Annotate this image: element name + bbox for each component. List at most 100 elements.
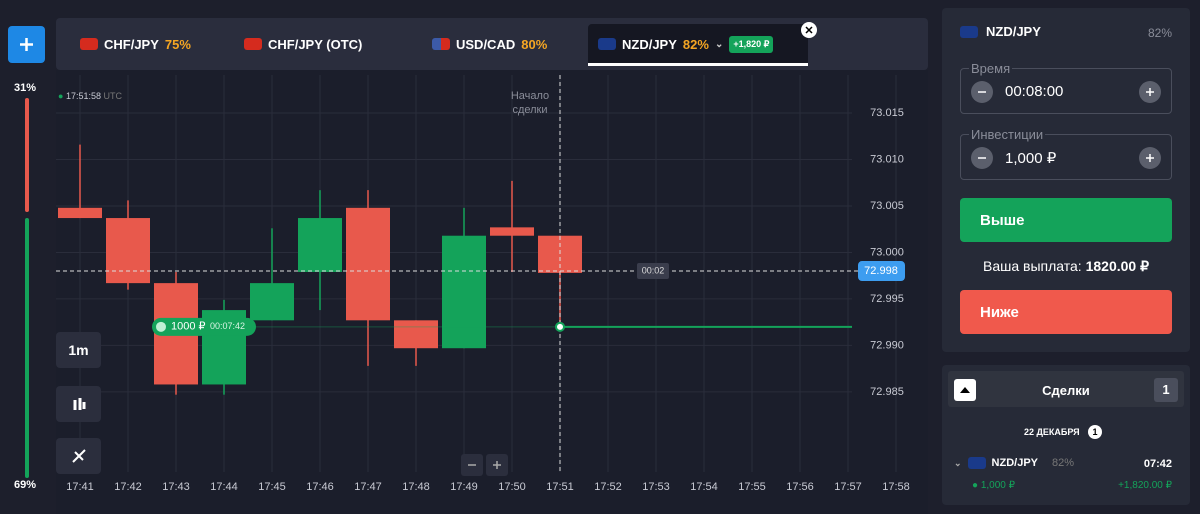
countdown-bg — [637, 263, 669, 280]
time-minus[interactable] — [971, 81, 993, 103]
minus-icon — [978, 157, 986, 159]
clock-time: 17:51:58 — [65, 91, 101, 101]
deals-panel: Сделки 1 22 ДЕКАБРЯ 1 ⌄ NZD/JPY 82% 07:42 … — [942, 365, 1190, 505]
candle-body — [250, 283, 294, 321]
deals-header[interactable] — [948, 371, 1184, 407]
flag — [80, 38, 98, 50]
tab-pair: CHF/JPY (OTC) — [268, 36, 363, 52]
tab-pair: CHF/JPY — [104, 36, 159, 52]
y-tick-label: 73.000 — [870, 246, 904, 258]
tab-active[interactable]: NZD/JPY 82% ⌄ +1,820 ₽ — [598, 22, 774, 66]
x-tick-label: 17:55 — [738, 481, 766, 493]
tab[interactable]: CHF/JPY 75% — [80, 18, 191, 70]
payout-value: 1820.00 ₽ — [1085, 258, 1149, 274]
y-tick-label: 73.005 — [870, 200, 904, 212]
panel-pair-row: NZD/JPY — [960, 24, 1041, 39]
x-tick-label: 17:57 — [834, 481, 862, 493]
y-tick-label: 72.995 — [870, 293, 904, 305]
up-label: Выше — [980, 211, 1025, 229]
up-button[interactable]: Выше — [960, 198, 1172, 242]
x-tick-label: 17:54 — [690, 481, 718, 493]
plus-icon — [1146, 154, 1154, 162]
x-tick-label: 17:51 — [546, 481, 574, 493]
x-tick-label: 17:49 — [450, 481, 478, 493]
tab[interactable]: USD/CAD 80% — [432, 18, 547, 70]
flag — [598, 38, 616, 50]
up-percent: 31% — [14, 82, 37, 94]
x-tick-label: 17:45 — [258, 481, 286, 493]
x-tick-label: 17:42 — [114, 481, 142, 493]
deal-payout: 82% — [1052, 457, 1075, 469]
collapse-button[interactable] — [954, 379, 976, 401]
draw-icon — [71, 449, 86, 463]
trade-remaining: 00:07:42 — [210, 321, 245, 331]
trade-start-label: Начало сделки — [511, 90, 549, 116]
minus-icon — [468, 464, 476, 466]
invest-minus[interactable] — [971, 147, 993, 169]
draw-button[interactable] — [56, 438, 101, 474]
zoom-in[interactable] — [486, 454, 508, 476]
down-percent: 69% — [14, 479, 37, 491]
deal-amount: ● 1,000 ₽ — [972, 480, 1015, 491]
candle-icon — [73, 398, 85, 410]
time-label: Время — [969, 61, 1013, 76]
time-field[interactable]: Время 00:08:00 — [960, 61, 1172, 114]
y-tick-label: 73.015 — [870, 107, 904, 119]
timeframe-button[interactable]: 1m — [56, 332, 101, 368]
y-tick-label: 73.010 — [870, 153, 904, 165]
deal-row[interactable]: ⌄ NZD/JPY 82% — [954, 457, 1074, 469]
close-icon — [805, 26, 813, 34]
flag — [967, 457, 986, 469]
payout-row: Ваша выплата: 1820.00 ₽ — [942, 258, 1190, 275]
y-tick-label: 72.990 — [870, 339, 904, 351]
trade-panel: NZD/JPY 82% Время 00:08:00 Инвестиции 1,… — [942, 8, 1190, 352]
x-tick-label: 17:52 — [594, 481, 622, 493]
plot-bg — [56, 70, 928, 514]
x-tick-label: 17:47 — [354, 481, 382, 493]
plus-icon — [493, 461, 501, 469]
x-tick-label: 17:44 — [210, 481, 238, 493]
x-tick-label: 17:41 — [66, 481, 94, 493]
add-button[interactable] — [8, 26, 45, 63]
plus-icon — [20, 38, 33, 51]
invest-plus[interactable] — [1139, 147, 1161, 169]
candle-body — [490, 227, 534, 236]
chevron: ⌄ — [954, 457, 962, 468]
tab-payout: 82% — [682, 36, 709, 52]
deal-pair: NZD/JPY — [991, 457, 1039, 469]
candle-body — [298, 218, 342, 272]
time-plus[interactable] — [1139, 81, 1161, 103]
clock-zone: UTC — [103, 91, 123, 101]
deal-profit: +1,820.00 ₽ — [1118, 480, 1172, 491]
deals-date: 22 ДЕКАБРЯ — [1024, 427, 1080, 437]
tab-pair: NZD/JPY — [622, 36, 677, 52]
down-button[interactable]: Ниже — [960, 290, 1172, 334]
timeframe: 1m — [68, 342, 89, 358]
x-tick-label: 17:50 — [498, 481, 526, 493]
invest-field[interactable]: Инвестиции 1,000 ₽ — [960, 127, 1172, 180]
tab[interactable]: CHF/JPY (OTC) — [244, 18, 362, 70]
countdown: 00:02 — [642, 265, 665, 275]
deals-count: 1 — [1154, 378, 1178, 402]
flag — [432, 38, 450, 50]
trade-pill — [152, 317, 256, 336]
deal-amount-value: 1,000 ₽ — [980, 480, 1015, 491]
invest-label: Инвестиции — [969, 127, 1046, 142]
trade-amount: 1000 ₽ — [171, 321, 206, 333]
x-tick-label: 17:48 — [402, 481, 430, 493]
x-tick-label: 17:53 — [642, 481, 670, 493]
chart-type-button[interactable] — [56, 386, 101, 422]
time-value: 00:08:00 — [1005, 83, 1064, 100]
candle-body — [442, 235, 486, 349]
zoom-out[interactable] — [461, 454, 483, 476]
down-bar — [25, 218, 29, 478]
y-tick-label: 72.985 — [870, 386, 904, 398]
panel-pair: NZD/JPY — [986, 24, 1041, 39]
close-tab[interactable] — [801, 22, 817, 38]
deal-time: 07:42 — [1143, 458, 1172, 470]
x-tick-label: 17:58 — [882, 481, 910, 493]
up-icon — [960, 387, 970, 393]
x-tick-label: 17:56 — [786, 481, 814, 493]
